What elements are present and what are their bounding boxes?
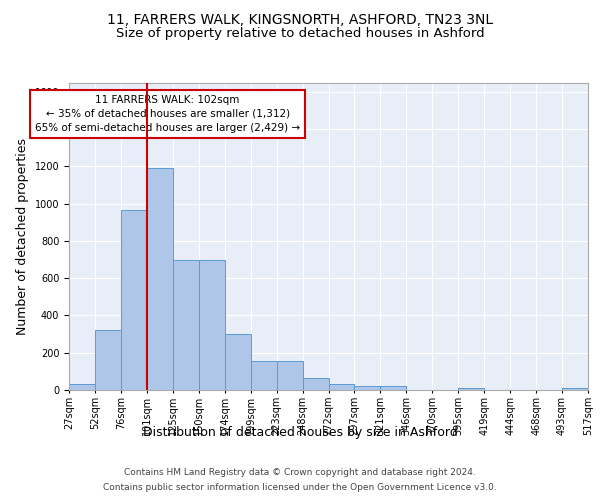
Text: 11, FARRERS WALK, KINGSNORTH, ASHFORD, TN23 3NL: 11, FARRERS WALK, KINGSNORTH, ASHFORD, T… <box>107 12 493 26</box>
Bar <box>69 384 95 390</box>
Bar <box>329 384 355 390</box>
Y-axis label: Number of detached properties: Number of detached properties <box>16 138 29 335</box>
Bar <box>147 168 173 390</box>
Bar <box>302 378 329 390</box>
Text: Distribution of detached houses by size in Ashford: Distribution of detached houses by size … <box>143 426 457 439</box>
Bar <box>199 260 224 390</box>
Bar <box>225 334 251 390</box>
Text: 11 FARRERS WALK: 102sqm
← 35% of detached houses are smaller (1,312)
65% of semi: 11 FARRERS WALK: 102sqm ← 35% of detache… <box>35 95 300 133</box>
Bar <box>95 330 121 390</box>
Bar <box>251 361 277 390</box>
Bar <box>458 388 484 390</box>
Bar <box>562 388 588 390</box>
Bar <box>380 386 406 390</box>
Text: Contains public sector information licensed under the Open Government Licence v3: Contains public sector information licen… <box>103 483 497 492</box>
Text: Size of property relative to detached houses in Ashford: Size of property relative to detached ho… <box>116 28 484 40</box>
Bar <box>355 386 380 390</box>
Bar <box>277 361 302 390</box>
Bar <box>173 260 199 390</box>
Text: Contains HM Land Registry data © Crown copyright and database right 2024.: Contains HM Land Registry data © Crown c… <box>124 468 476 477</box>
Bar <box>121 210 147 390</box>
